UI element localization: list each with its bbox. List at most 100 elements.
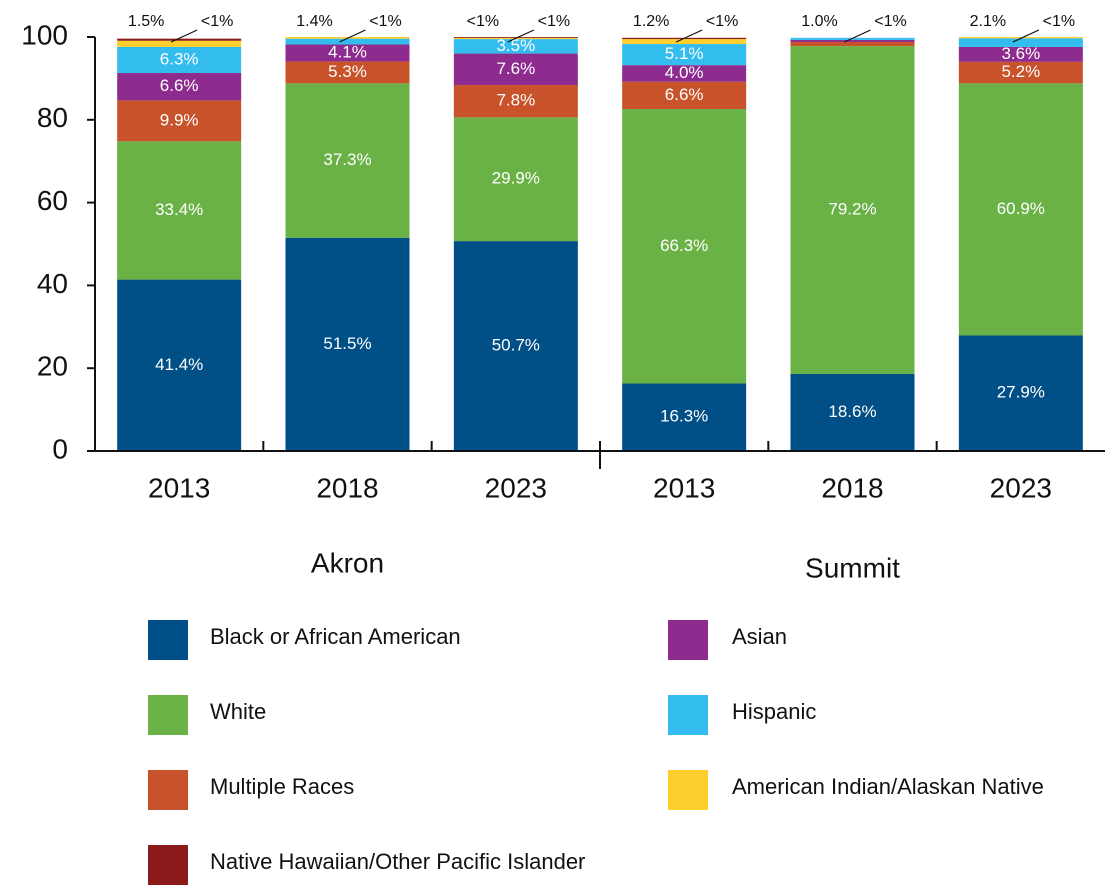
y-tick-label: 80 xyxy=(37,102,68,133)
bar-segment xyxy=(622,109,747,384)
y-tick-label: 60 xyxy=(37,185,68,216)
data-label: 50.7% xyxy=(492,336,540,355)
bar-segment xyxy=(622,39,747,45)
bar-segment xyxy=(117,38,242,41)
bar-segment xyxy=(622,81,747,110)
leader-line xyxy=(339,29,366,43)
data-label: 1.5% xyxy=(128,13,164,30)
leader-line xyxy=(170,29,198,43)
bar-segment xyxy=(958,37,1083,39)
bar-segment xyxy=(117,279,242,451)
bar-segment xyxy=(453,53,578,86)
bar-segment xyxy=(117,40,242,47)
data-label: 5.2% xyxy=(1001,62,1040,81)
legend-swatch xyxy=(148,620,188,660)
data-label: 4.0% xyxy=(665,63,704,82)
data-label: 41.4% xyxy=(155,355,203,374)
bar-segment xyxy=(958,83,1083,336)
legend-swatch xyxy=(668,695,708,735)
data-label: <1% xyxy=(201,13,233,30)
legend-label: Hispanic xyxy=(732,699,816,724)
data-label: 66.3% xyxy=(660,236,708,255)
data-label: 9.9% xyxy=(160,110,199,129)
data-label: <1% xyxy=(706,13,738,30)
bar-segment xyxy=(958,335,1083,451)
group-label: Summit xyxy=(805,552,900,583)
y-tick-label: 40 xyxy=(37,268,68,299)
bar-segment xyxy=(117,100,242,142)
bar-segment xyxy=(790,46,915,374)
data-label: 37.3% xyxy=(323,150,371,169)
bar-segment xyxy=(958,38,1083,47)
legend-label: Black or African American xyxy=(210,624,461,649)
x-tick-label: 2013 xyxy=(148,472,210,503)
data-label: 2.1% xyxy=(970,13,1006,30)
data-label: 18.6% xyxy=(828,402,876,421)
leader-line xyxy=(1012,29,1040,43)
legend-label: American Indian/Alaskan Native xyxy=(732,774,1044,799)
y-tick-label: 20 xyxy=(37,351,68,382)
data-label: 5.3% xyxy=(328,62,367,81)
legend-label: White xyxy=(210,699,266,724)
leader-line xyxy=(844,29,871,43)
data-label: 7.6% xyxy=(496,59,535,78)
bar-segment xyxy=(285,237,410,451)
data-label: 5.1% xyxy=(665,44,704,63)
data-label: 4.1% xyxy=(328,42,367,61)
bar-segment xyxy=(453,39,578,54)
leader-line xyxy=(507,29,535,43)
data-label: 79.2% xyxy=(828,200,876,219)
data-label: 33.4% xyxy=(155,200,203,219)
bar-segment xyxy=(790,41,915,47)
bar-segment xyxy=(453,37,578,38)
leader-line xyxy=(675,29,703,43)
data-label: 3.6% xyxy=(1001,44,1040,63)
data-label: 27.9% xyxy=(997,383,1045,402)
y-tick-label: 0 xyxy=(52,433,68,464)
legend-label: Native Hawaiian/Other Pacific Islander xyxy=(210,849,585,874)
bar-segment xyxy=(453,117,578,242)
bar-segment xyxy=(453,85,578,118)
data-label: <1% xyxy=(1043,13,1075,30)
bar-segment xyxy=(958,61,1083,84)
data-label: 1.2% xyxy=(633,13,669,30)
legend-label: Multiple Races xyxy=(210,774,354,799)
bar-segment xyxy=(790,373,915,451)
bar-segment xyxy=(285,61,410,84)
data-label: 16.3% xyxy=(660,407,708,426)
data-label: 1.0% xyxy=(801,13,837,30)
bar-segment xyxy=(453,241,578,451)
bar-segment xyxy=(117,73,242,101)
bar-segment xyxy=(790,39,915,42)
legend-swatch xyxy=(668,770,708,810)
bar-segment xyxy=(958,46,1083,62)
data-label: 7.8% xyxy=(496,91,535,110)
data-label: 1.4% xyxy=(296,13,332,30)
data-label: 6.6% xyxy=(665,85,704,104)
x-tick-label: 2013 xyxy=(653,472,715,503)
y-tick-label: 100 xyxy=(21,19,68,50)
data-label: 29.9% xyxy=(492,169,540,188)
data-label: 3.5% xyxy=(496,36,535,55)
bar-segment xyxy=(285,44,410,62)
data-label: 60.9% xyxy=(997,199,1045,218)
bar-segment xyxy=(622,65,747,82)
x-tick-label: 2018 xyxy=(316,472,378,503)
legend-swatch xyxy=(148,695,188,735)
legend-swatch xyxy=(148,845,188,885)
data-label: 6.6% xyxy=(160,76,199,95)
data-label: 6.3% xyxy=(160,49,199,68)
x-tick-label: 2023 xyxy=(485,472,547,503)
x-tick-label: 2018 xyxy=(821,472,883,503)
legend-label: Asian xyxy=(732,624,787,649)
bar-segment xyxy=(622,383,747,451)
x-tick-label: 2023 xyxy=(990,472,1052,503)
data-label: <1% xyxy=(874,13,906,30)
bar-segment xyxy=(117,141,242,280)
bar-segment xyxy=(285,83,410,238)
legend-swatch xyxy=(668,620,708,660)
bar-segment xyxy=(117,46,242,74)
data-label: 51.5% xyxy=(323,334,371,353)
data-label: <1% xyxy=(369,13,401,30)
